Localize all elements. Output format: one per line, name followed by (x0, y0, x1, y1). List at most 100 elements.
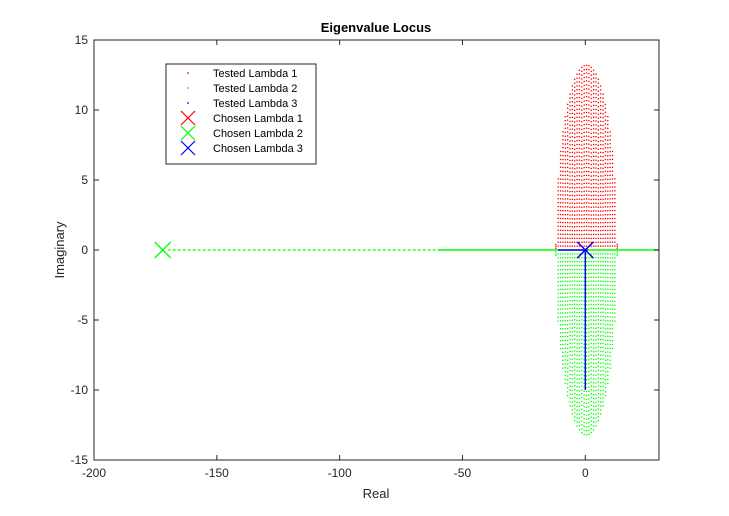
tested-lambda-1-point (604, 146, 607, 149)
tested-lambda-2-point (583, 257, 585, 259)
tested-lambda-2-point (566, 383, 569, 385)
tested-lambda-2-point (595, 323, 597, 325)
tested-lambda-1-point (599, 124, 602, 126)
tested-lambda-2-point (607, 319, 609, 322)
tested-lambda-1-point (569, 116, 571, 119)
tested-lambda-2-point (573, 400, 576, 402)
tested-lambda-1-point (604, 158, 607, 161)
tested-lambda-1-point (576, 132, 578, 134)
tested-lambda-1-point (590, 229, 593, 232)
tested-lambda-2-point (581, 330, 583, 333)
tested-lambda-2-point (576, 296, 578, 298)
tested-lambda-1-point (602, 186, 604, 189)
tested-lambda-2-point (609, 324, 611, 326)
tested-lambda-1-point (597, 148, 600, 150)
tested-lambda-1-point (592, 198, 595, 200)
legend-item: Chosen Lambda 1 (180, 110, 303, 126)
tested-lambda-2-point (581, 358, 583, 360)
tested-lambda-2-point (607, 355, 609, 357)
tested-lambda-1-point (590, 140, 593, 142)
tested-lambda-1-point (578, 186, 581, 189)
tested-lambda-1-point (578, 77, 581, 79)
tested-lambda-2-point (592, 307, 595, 310)
tested-lambda-1-point (578, 174, 581, 177)
tested-lambda-1-point (604, 213, 607, 216)
tested-lambda-2-point (559, 328, 562, 330)
tested-lambda-2-point (585, 320, 588, 322)
tested-lambda-2-point (569, 373, 571, 376)
tested-lambda-2-point (569, 350, 571, 352)
tested-lambda-2-point (595, 292, 597, 294)
tested-lambda-2-point (564, 272, 567, 275)
tested-lambda-2-point (569, 397, 571, 399)
tested-lambda-1-point (607, 166, 609, 169)
tested-lambda-1-point (592, 139, 595, 142)
tested-lambda-2-point (569, 303, 571, 306)
tested-lambda-1-point (581, 163, 583, 166)
tested-lambda-1-point (571, 182, 574, 185)
tested-lambda-1-point (595, 120, 597, 122)
tested-lambda-2-point (573, 408, 576, 410)
tested-lambda-1-point (583, 163, 585, 165)
tested-lambda-2-point (599, 292, 602, 294)
tested-lambda-1-point (595, 124, 597, 126)
tested-lambda-1-point (599, 233, 602, 236)
tested-lambda-1-point (562, 182, 564, 184)
tested-lambda-2-point (595, 366, 597, 368)
tested-lambda-2-point (609, 355, 611, 358)
tested-lambda-1-point (564, 131, 567, 134)
tested-lambda-1-point (602, 105, 604, 107)
tested-lambda-2-point (588, 315, 590, 318)
tested-lambda-1-point (607, 225, 609, 228)
tested-lambda-2-point (581, 354, 583, 356)
tested-lambda-1-point (569, 101, 571, 103)
tested-lambda-1-point (576, 182, 578, 185)
tested-lambda-2-point (590, 361, 593, 364)
tested-lambda-2-point (571, 296, 574, 298)
tested-lambda-1-point (595, 202, 597, 204)
tested-lambda-1-point (573, 229, 576, 232)
tested-lambda-2-point (562, 261, 564, 263)
tested-lambda-1-point (581, 202, 583, 205)
tested-lambda-2-point (564, 280, 567, 283)
tested-lambda-2-point (562, 268, 564, 271)
tested-lambda-2-point (611, 312, 614, 314)
tested-lambda-1-point (564, 229, 567, 232)
tested-lambda-1-point (562, 150, 564, 153)
tested-lambda-1-point (576, 194, 578, 197)
tested-lambda-1-point (573, 94, 576, 96)
tested-lambda-2-point (559, 292, 562, 295)
tested-lambda-1-point (604, 123, 607, 125)
tested-lambda-2-point (578, 378, 581, 380)
tested-lambda-1-point (592, 225, 595, 228)
tested-lambda-1-point (566, 233, 569, 235)
tested-lambda-1-point (573, 98, 576, 100)
tested-lambda-1-point (590, 183, 593, 185)
tested-lambda-2-point (562, 347, 564, 350)
tested-lambda-1-point (585, 99, 588, 102)
tested-lambda-2-point (602, 292, 604, 294)
tested-lambda-2-point (585, 434, 588, 436)
tested-lambda-2-point (555, 254, 557, 257)
tested-lambda-1-point (559, 158, 562, 161)
tested-lambda-1-point (604, 233, 607, 235)
tested-lambda-1-point (566, 182, 569, 184)
tested-lambda-2-point (592, 323, 595, 326)
tested-lambda-1-point (566, 186, 569, 188)
tested-lambda-2-point (595, 260, 597, 263)
tested-lambda-1-point (602, 101, 604, 103)
tested-lambda-1-point (592, 112, 595, 114)
tested-lambda-1-point (599, 171, 602, 173)
tested-lambda-2-point (602, 350, 604, 352)
tested-lambda-2-point (585, 426, 588, 428)
tested-lambda-1-point (609, 154, 611, 157)
tested-lambda-2-point (592, 413, 595, 415)
tested-lambda-1-point (607, 229, 609, 232)
tested-lambda-2-point (616, 251, 618, 253)
tested-lambda-2-point (602, 319, 604, 321)
tested-lambda-1-point (562, 221, 564, 224)
tested-lambda-1-point (564, 182, 567, 185)
tested-lambda-1-point (576, 198, 578, 200)
tested-lambda-1-point (588, 68, 590, 71)
tested-lambda-1-point (607, 210, 609, 212)
